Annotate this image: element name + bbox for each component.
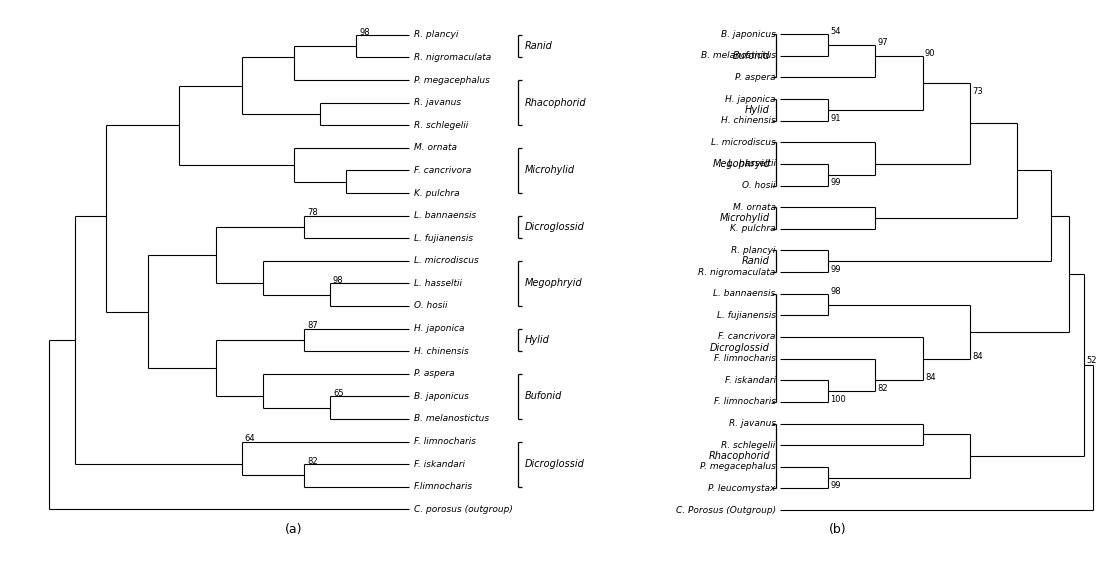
Text: C. porosus (outgroup): C. porosus (outgroup) (414, 505, 512, 514)
Text: H. japonica: H. japonica (725, 95, 775, 104)
Text: H. chinensis: H. chinensis (414, 347, 468, 356)
Text: R. javanus: R. javanus (729, 419, 775, 428)
Text: H. japonica: H. japonica (414, 324, 465, 333)
Text: M. ornata: M. ornata (733, 203, 775, 211)
Text: 100: 100 (831, 395, 846, 404)
Text: F. cancrivora: F. cancrivora (414, 166, 471, 175)
Text: 52: 52 (1086, 356, 1097, 365)
Text: P. aspera: P. aspera (414, 369, 455, 378)
Text: B. melanostictus: B. melanostictus (701, 51, 775, 60)
Text: P. megacephalus: P. megacephalus (700, 462, 775, 471)
Text: F. limnocharis: F. limnocharis (714, 397, 775, 406)
Text: Hylid: Hylid (525, 335, 549, 345)
Text: 90: 90 (925, 49, 936, 58)
Text: (b): (b) (828, 523, 846, 536)
Text: 98: 98 (359, 27, 369, 36)
Text: B. japonicus: B. japonicus (414, 392, 469, 401)
Text: L. bannaensis: L. bannaensis (713, 289, 775, 298)
Text: K. pulchra: K. pulchra (414, 188, 459, 197)
Text: L. microdiscus: L. microdiscus (414, 256, 478, 265)
Text: R. nigromaculata: R. nigromaculata (414, 53, 491, 62)
Text: 87: 87 (307, 321, 317, 330)
Text: F. limnocharis: F. limnocharis (714, 354, 775, 363)
Text: 99: 99 (831, 178, 841, 187)
Text: R. schlegelii: R. schlegelii (722, 440, 775, 449)
Text: P. aspera: P. aspera (735, 73, 775, 82)
Text: C. Porosus (Outgroup): C. Porosus (Outgroup) (675, 505, 775, 514)
Text: K. pulchra: K. pulchra (730, 224, 775, 233)
Text: Ranid: Ranid (742, 256, 770, 266)
Text: L. fujianensis: L. fujianensis (716, 311, 775, 320)
Text: 73: 73 (973, 87, 983, 96)
Text: B. japonicus: B. japonicus (721, 30, 775, 39)
Text: L. hasseltii: L. hasseltii (728, 159, 775, 168)
Text: M. ornata: M. ornata (414, 144, 457, 153)
Text: 91: 91 (831, 113, 841, 122)
Text: P. megacephalus: P. megacephalus (414, 76, 490, 85)
Text: Megophryid: Megophryid (712, 159, 770, 169)
Text: Dicroglossid: Dicroglossid (525, 222, 584, 232)
Text: Rhacophorid: Rhacophorid (525, 98, 586, 108)
Text: R. nigromaculata: R. nigromaculata (699, 268, 775, 277)
Text: Bufonid: Bufonid (733, 50, 770, 61)
Text: F. iskandari: F. iskandari (724, 376, 775, 385)
Text: 82: 82 (307, 457, 317, 466)
Text: L. bannaensis: L. bannaensis (414, 211, 476, 220)
Text: Microhylid: Microhylid (525, 165, 574, 176)
Text: B. melanostictus: B. melanostictus (414, 415, 489, 424)
Text: Bufonid: Bufonid (525, 392, 561, 401)
Text: 65: 65 (333, 389, 344, 398)
Text: L. fujianensis: L. fujianensis (414, 234, 472, 243)
Text: 98: 98 (333, 276, 344, 285)
Text: R. javanus: R. javanus (414, 98, 461, 107)
Text: O. hosii: O. hosii (414, 301, 447, 310)
Text: Dicroglossid: Dicroglossid (525, 459, 584, 469)
Text: 54: 54 (831, 27, 841, 36)
Text: R. schlegelii: R. schlegelii (414, 121, 468, 130)
Text: Ranid: Ranid (525, 41, 552, 51)
Text: 99: 99 (831, 481, 841, 490)
Text: L. microdiscus: L. microdiscus (711, 138, 775, 147)
Text: 99: 99 (831, 265, 841, 274)
Text: 97: 97 (877, 38, 888, 47)
Text: O. hosii: O. hosii (742, 181, 775, 190)
Text: 82: 82 (877, 384, 888, 393)
Text: 78: 78 (307, 208, 317, 218)
Text: R. plancyi: R. plancyi (414, 30, 458, 39)
Text: 64: 64 (244, 434, 255, 443)
Text: 84: 84 (925, 373, 936, 382)
Text: Dicroglossid: Dicroglossid (710, 343, 770, 353)
Text: P. leucomystax: P. leucomystax (709, 484, 775, 493)
Text: Megophryid: Megophryid (525, 278, 582, 288)
Text: (a): (a) (285, 523, 303, 536)
Text: F. iskandari: F. iskandari (414, 459, 465, 468)
Text: L. hasseltii: L. hasseltii (414, 279, 461, 288)
Text: Microhylid: Microhylid (720, 213, 770, 223)
Text: F.limnocharis: F.limnocharis (414, 482, 472, 491)
Text: F. limnocharis: F. limnocharis (414, 437, 476, 446)
Text: R. plancyi: R. plancyi (731, 246, 775, 255)
Text: F. cancrivora: F. cancrivora (719, 333, 775, 342)
Text: Hylid: Hylid (745, 105, 770, 115)
Text: Rhacophorid: Rhacophorid (709, 451, 770, 461)
Text: 84: 84 (973, 352, 983, 361)
Text: H. chinensis: H. chinensis (721, 116, 775, 125)
Text: 98: 98 (831, 287, 841, 296)
